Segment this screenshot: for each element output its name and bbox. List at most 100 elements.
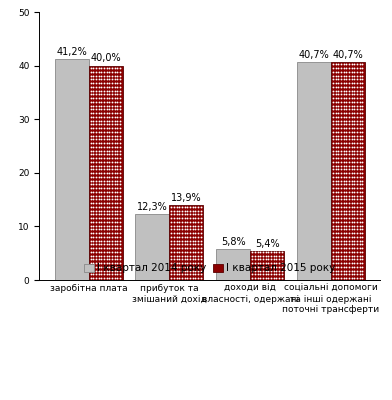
Point [335, 159, 341, 165]
Point [101, 102, 107, 109]
Point [106, 151, 113, 158]
Point [117, 211, 123, 218]
Point [96, 166, 102, 172]
Point [176, 222, 183, 229]
Point [359, 87, 365, 94]
Point [354, 61, 360, 68]
Point [341, 91, 347, 98]
Point [101, 215, 107, 221]
Point [98, 170, 105, 176]
Point [96, 200, 102, 206]
Point [109, 256, 115, 262]
Point [117, 177, 123, 184]
Point [96, 238, 102, 244]
Point [109, 140, 115, 146]
Point [98, 155, 105, 161]
Point [171, 264, 177, 270]
Point [106, 166, 113, 172]
Point [351, 155, 358, 161]
Point [343, 151, 349, 158]
Point [90, 65, 96, 71]
Point [96, 275, 102, 281]
Point [351, 174, 358, 180]
Point [181, 252, 188, 259]
Point [187, 204, 193, 210]
Point [187, 219, 193, 225]
Point [198, 238, 204, 244]
Point [106, 91, 113, 98]
Point [341, 151, 347, 158]
Point [101, 95, 107, 101]
Point [101, 174, 107, 180]
Point [341, 204, 347, 210]
Point [332, 166, 339, 172]
Point [117, 268, 123, 274]
Point [114, 128, 120, 135]
Point [351, 264, 358, 270]
Point [351, 147, 358, 154]
Point [343, 256, 349, 262]
Point [98, 95, 105, 101]
Point [351, 102, 358, 109]
Point [260, 268, 266, 274]
Point [332, 192, 339, 199]
Point [351, 249, 358, 255]
Point [176, 219, 183, 225]
Point [179, 264, 185, 270]
Point [348, 98, 355, 105]
Point [346, 72, 352, 79]
Point [332, 65, 339, 71]
Point [184, 230, 191, 236]
Point [348, 117, 355, 124]
Point [348, 106, 355, 112]
Point [96, 144, 102, 150]
Point [96, 98, 102, 105]
Point [351, 241, 358, 248]
Point [348, 230, 355, 236]
Point [338, 140, 344, 146]
Point [332, 132, 339, 139]
Point [109, 196, 115, 202]
Point [351, 192, 358, 199]
Point [93, 170, 99, 176]
Point [346, 177, 352, 184]
Point [114, 98, 120, 105]
Point [335, 200, 341, 206]
Point [343, 230, 349, 236]
Point [112, 162, 118, 169]
Point [98, 65, 105, 71]
Point [106, 222, 113, 229]
Point [90, 260, 96, 266]
Point [351, 151, 358, 158]
Point [93, 106, 99, 112]
Point [112, 226, 118, 232]
Point [103, 68, 110, 75]
Point [96, 245, 102, 251]
Point [335, 192, 341, 199]
Point [338, 121, 344, 128]
Point [332, 211, 339, 218]
Point [346, 268, 352, 274]
Point [356, 174, 363, 180]
Point [93, 147, 99, 154]
Point [343, 106, 349, 112]
Point [356, 170, 363, 176]
Point [106, 192, 113, 199]
Point [335, 155, 341, 161]
Point [87, 128, 94, 135]
Point [90, 268, 96, 274]
Point [351, 80, 358, 86]
Point [106, 98, 113, 105]
Point [332, 177, 339, 184]
Point [101, 159, 107, 165]
Point [190, 252, 196, 259]
Point [117, 219, 123, 225]
Point [103, 196, 110, 202]
Point [101, 275, 107, 281]
Point [343, 204, 349, 210]
Point [181, 249, 188, 255]
Point [341, 226, 347, 232]
Point [346, 260, 352, 266]
Point [346, 102, 352, 109]
Point [117, 230, 123, 236]
